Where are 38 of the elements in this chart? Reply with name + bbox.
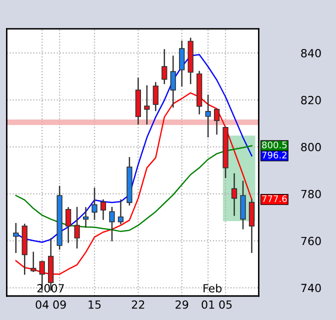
candlestick (152, 82, 158, 112)
x-tick-label: 09 (53, 300, 66, 309)
x-tick-label: 01 (202, 300, 214, 309)
x-tick-label: 22 (132, 300, 144, 309)
annotation: 2007 (37, 284, 64, 292)
candlestick (214, 108, 220, 135)
y-tick-label: 820 (301, 96, 321, 104)
line-series (15, 92, 252, 275)
candlestick (109, 206, 115, 242)
candlestick (30, 252, 36, 272)
candlestick (13, 223, 19, 253)
candlestick (162, 49, 168, 84)
candlestick (205, 94, 211, 138)
candlestick (170, 56, 176, 108)
candlestick (179, 40, 185, 86)
annotation: Feb (204, 284, 222, 292)
data-label: 800.5 (262, 142, 287, 148)
y-tick-label: 800 (301, 142, 321, 152)
y-tick-label: 780 (301, 190, 321, 198)
candlestick (231, 173, 238, 216)
x-tick-label: 15 (88, 300, 101, 309)
x-tick-label: 05 (219, 300, 232, 309)
candlestick (74, 206, 80, 248)
candlestick (92, 188, 98, 220)
candlestick (144, 85, 150, 125)
candlestick (65, 207, 72, 243)
candlestick (118, 199, 124, 224)
y-tick-label: 740 (301, 284, 321, 292)
y-tick-label: 760 (301, 236, 321, 246)
candlestick (240, 180, 246, 230)
data-label: 796.2 (262, 152, 286, 158)
candlestick (248, 199, 255, 253)
x-tick-label: 29 (176, 300, 188, 309)
x-tick-label: 04 (36, 300, 49, 309)
data-label: 777.6 (262, 195, 287, 202)
candlestick (82, 207, 89, 228)
candlestick (100, 199, 106, 220)
y-tick-label: 840 (301, 48, 321, 58)
